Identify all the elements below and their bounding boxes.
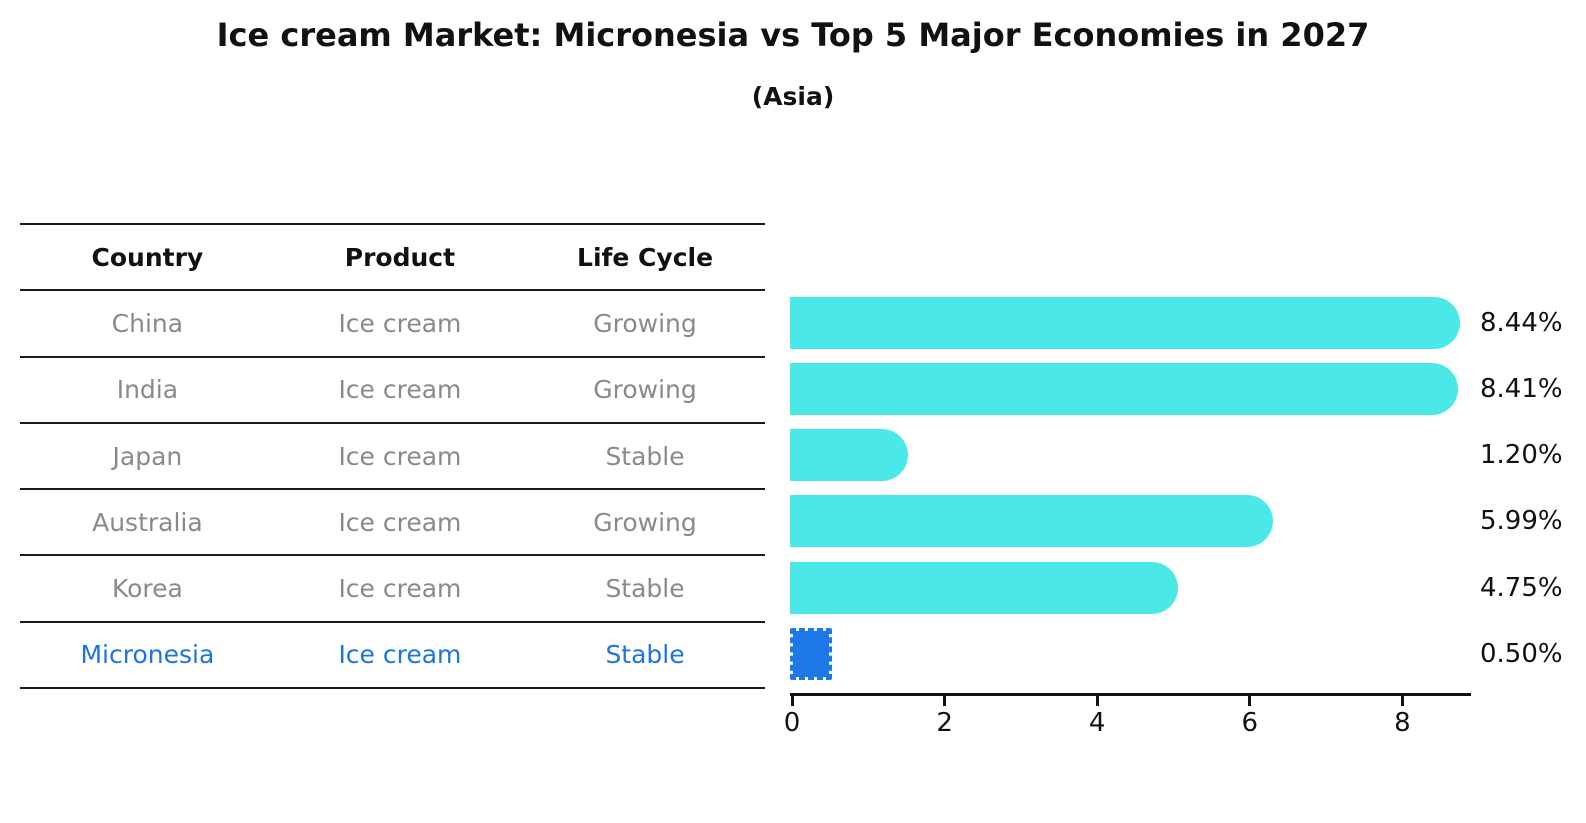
- table-cell: Australia: [92, 507, 203, 537]
- table-row: India Ice cream Growing: [20, 358, 765, 424]
- table-cell: Korea: [111, 574, 183, 604]
- bar-value-label: 8.41%: [1480, 373, 1563, 404]
- table-cell: Ice cream: [338, 574, 462, 604]
- chart-subtitle: (Asia): [751, 82, 835, 111]
- x-axis-tick: [1400, 696, 1404, 706]
- table-header-cell: Product: [344, 242, 456, 272]
- bar-value-label: 4.75%: [1480, 572, 1563, 603]
- table-cell: Growing: [593, 308, 697, 338]
- chart-title: Ice cream Market: Micronesia vs Top 5 Ma…: [216, 16, 1370, 54]
- x-axis-tick-label: 4: [1088, 708, 1106, 738]
- table-header-cell: Life Cycle: [577, 242, 714, 272]
- bar-korea: [790, 561, 1179, 614]
- table-row: China Ice cream Growing: [20, 291, 765, 358]
- table-row: Korea Ice cream Stable: [20, 556, 765, 623]
- table-cell: Stable: [605, 574, 685, 604]
- x-axis-tick: [943, 696, 947, 706]
- x-axis-tick-label: 0: [783, 708, 801, 738]
- x-axis-tick-label: 6: [1241, 708, 1259, 738]
- table-cell: Micronesia: [80, 640, 215, 670]
- bar-australia: [790, 495, 1274, 548]
- table-cell: China: [111, 308, 184, 338]
- table-cell: Ice cream: [338, 375, 462, 405]
- table-cell: Growing: [593, 375, 697, 405]
- table-cell: Growing: [593, 507, 697, 537]
- x-axis-tick-label: 2: [936, 708, 953, 738]
- table-row: Japan Ice cream Stable: [20, 424, 765, 491]
- table-cell: Ice cream: [338, 441, 462, 471]
- x-axis-tick: [790, 696, 794, 706]
- x-axis-tick: [1248, 696, 1252, 706]
- summary-table: Country Product Life Cycle China Ice cream Gr…: [20, 223, 765, 690]
- table-header-cell: Country: [91, 242, 204, 272]
- bar-value-label: 1.20%: [1480, 440, 1563, 471]
- bar-india: [790, 362, 1458, 415]
- bar-china: [790, 296, 1460, 349]
- bar-value-label: 5.99%: [1480, 506, 1563, 537]
- table-cell: Ice cream: [338, 507, 462, 537]
- x-axis-line: [790, 693, 1471, 696]
- table-cell: Stable: [605, 640, 685, 670]
- table-cell: Ice cream: [338, 640, 462, 670]
- table-cell: Japan: [112, 441, 183, 471]
- x-axis-tick: [1095, 696, 1099, 706]
- bar-japan: [790, 429, 908, 482]
- highlight-bar-micronesia: [790, 628, 833, 681]
- bar-value-label: 8.44%: [1480, 307, 1563, 338]
- bar-value-label: 0.50%: [1480, 639, 1563, 670]
- table-cell: Stable: [605, 441, 685, 471]
- table-row: Micronesia Ice cream Stable: [20, 623, 765, 690]
- x-axis-tick-label: 8: [1394, 708, 1411, 738]
- table-cell: Ice cream: [338, 308, 462, 338]
- table-header-row: Country Product Life Cycle: [20, 225, 765, 292]
- table-row: Australia Ice cream Growing: [20, 490, 765, 557]
- table-cell: India: [116, 375, 179, 405]
